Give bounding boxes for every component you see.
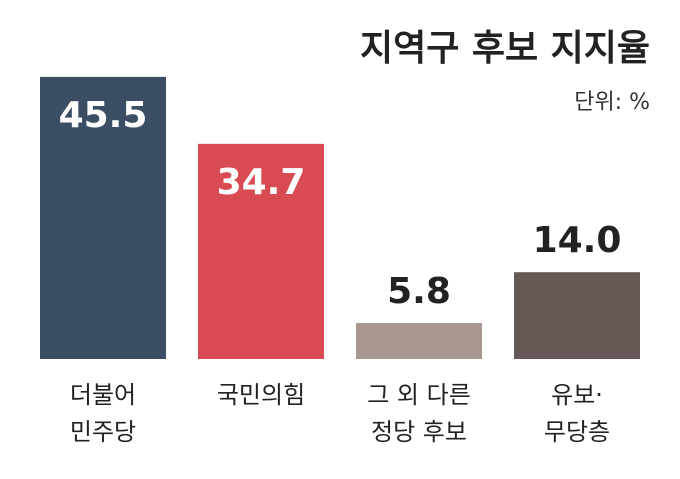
value-label: 45.5 bbox=[59, 95, 148, 136]
bar bbox=[514, 272, 640, 359]
bar bbox=[40, 76, 166, 360]
x-tick-label: 더불어 bbox=[70, 381, 136, 409]
x-tick-label: 정당 후보 bbox=[371, 418, 467, 446]
unit-label: 단위: % bbox=[574, 90, 650, 115]
x-tick-label: 민주당 bbox=[70, 418, 136, 446]
x-tick-label: 그 외 다른 bbox=[367, 381, 471, 409]
x-tick-label: 무당층 bbox=[544, 418, 610, 446]
value-label: 5.8 bbox=[387, 271, 451, 312]
bar bbox=[198, 143, 324, 359]
value-label: 14.0 bbox=[533, 220, 622, 261]
value-label: 34.7 bbox=[217, 162, 306, 203]
chart-title: 지역구 후보 지지율 bbox=[360, 28, 650, 69]
bar bbox=[356, 323, 482, 359]
x-tick-label: 국민의힘 bbox=[217, 381, 305, 409]
x-tick-label: 유보· bbox=[551, 381, 603, 409]
